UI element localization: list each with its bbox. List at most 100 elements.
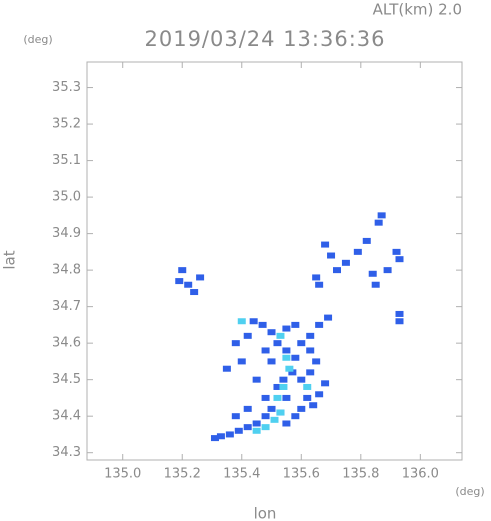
echo-cell: [315, 321, 324, 328]
echo-cell: [297, 405, 306, 412]
echo-cell: [282, 394, 291, 401]
y-tick-label: 35.2: [52, 117, 81, 132]
y-tick-label: 34.7: [52, 299, 81, 314]
echo-cell: [261, 394, 270, 401]
echo-cell: [279, 383, 288, 390]
echo-cell: [261, 347, 270, 354]
echo-cell: [297, 340, 306, 347]
y-tick-label: 35.1: [52, 153, 81, 168]
echo-cell: [267, 329, 276, 336]
plot-frame: [86, 61, 463, 461]
y-tick-label: 34.5: [52, 372, 81, 387]
echo-cell: [374, 219, 383, 226]
x-tick-label: 135.8: [342, 467, 379, 482]
echo-cell: [273, 383, 282, 390]
echo-cell: [282, 347, 291, 354]
echo-cell: [190, 289, 199, 296]
echo-cell: [234, 427, 243, 434]
echo-cell: [252, 376, 261, 383]
echo-cell: [282, 420, 291, 427]
echo-cell: [175, 278, 184, 285]
echo-cell: [333, 267, 341, 274]
y-tick-label: 35.0: [52, 190, 81, 205]
echo-cell: [237, 358, 246, 365]
x-tick-label: 135.0: [104, 467, 141, 482]
echo-cell: [210, 435, 219, 442]
echo-cell: [395, 318, 404, 325]
y-tick-label: 34.8: [52, 263, 81, 278]
echo-cell: [324, 314, 333, 321]
y-tick-label: 34.3: [52, 445, 81, 460]
echo-cell: [261, 413, 270, 420]
echo-cell: [178, 267, 187, 274]
echo-cell: [249, 318, 258, 325]
echo-cell: [392, 248, 401, 255]
echo-cell: [309, 402, 318, 409]
echo-cell: [270, 416, 279, 423]
echo-cell: [184, 281, 193, 288]
x-tick-label: 135.4: [223, 467, 260, 482]
echo-cell: [216, 433, 225, 440]
echo-cell: [243, 332, 252, 339]
x-tick-label: 136.0: [402, 467, 439, 482]
echo-cell: [327, 252, 336, 259]
echo-cell: [237, 318, 246, 325]
echo-cell: [267, 358, 276, 365]
echo-cell: [291, 354, 300, 361]
echo-cell: [273, 394, 282, 401]
echo-cell: [371, 281, 380, 288]
y-unit: (deg): [23, 33, 52, 46]
echo-cell: [196, 274, 205, 281]
echo-cell: [297, 376, 306, 383]
x-tick-label: 135.6: [283, 467, 320, 482]
y-tick-label: 34.9: [52, 226, 81, 241]
echo-cell: [353, 248, 362, 255]
echo-cell: [306, 347, 315, 354]
y-tick-label: 34.4: [52, 409, 81, 424]
x-axis-label: lon: [254, 505, 277, 521]
echo-cell: [303, 394, 312, 401]
echo-cell: [291, 321, 300, 328]
echo-cell: [222, 365, 231, 372]
echo-cell: [383, 267, 392, 274]
echo-cell: [231, 413, 240, 420]
echo-cell: [315, 281, 324, 288]
echo-cell: [243, 424, 252, 431]
echo-cell: [288, 369, 297, 376]
echo-cell: [267, 405, 276, 412]
echo-cell: [225, 431, 234, 438]
echo-cell: [231, 340, 240, 347]
echo-cell: [276, 409, 285, 416]
echo-cell: [395, 256, 404, 263]
echo-cell: [273, 340, 282, 347]
echo-cell: [252, 427, 261, 434]
y-axis-label: lat: [1, 250, 19, 269]
echo-cell: [282, 354, 291, 361]
echo-cell: [279, 376, 288, 383]
echo-cell: [282, 325, 291, 332]
echo-cell: [321, 380, 330, 387]
echo-cell: [243, 405, 252, 412]
echo-cell: [285, 365, 294, 372]
echo-cell: [303, 383, 312, 390]
echo-cell: [321, 241, 330, 248]
echo-cell: [291, 413, 300, 420]
y-tick-label: 35.3: [52, 80, 81, 95]
echo-cell: [312, 274, 321, 281]
chart-title: 2019/03/24 13:36:36: [144, 27, 385, 51]
echo-cell: [276, 332, 285, 339]
y-tick-label: 34.6: [52, 336, 81, 351]
echo-cell: [315, 391, 324, 398]
echo-cell: [395, 310, 404, 317]
echo-cell: [252, 420, 261, 427]
echo-cell: [362, 237, 371, 244]
x-unit: (deg): [455, 485, 484, 498]
echo-cell: [306, 369, 315, 376]
echo-cell: [306, 332, 315, 339]
echo-cell: [312, 358, 321, 365]
echo-cell: [341, 259, 350, 266]
echo-cell: [377, 212, 386, 219]
echo-cell: [258, 321, 267, 328]
